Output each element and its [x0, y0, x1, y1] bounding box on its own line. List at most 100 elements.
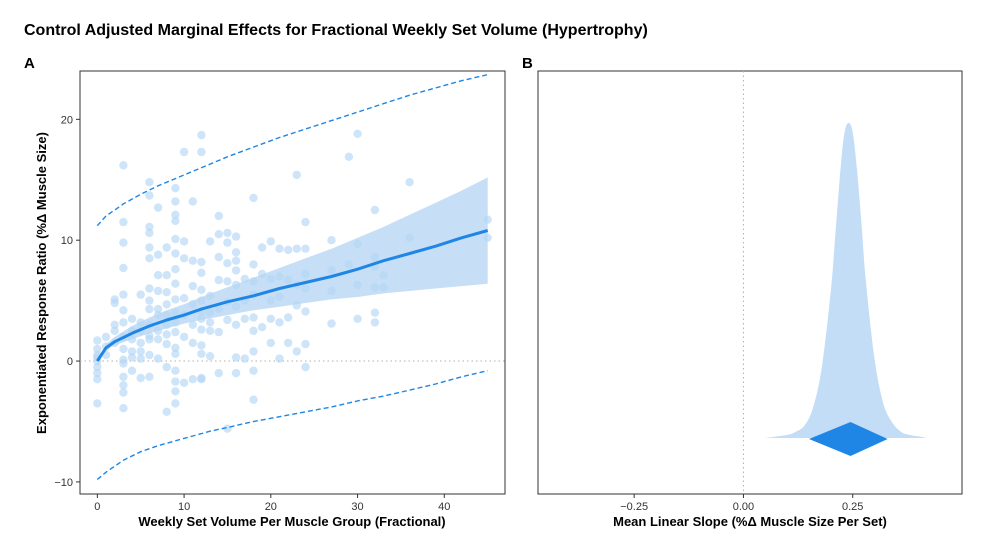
panel-a-y-axis-title: Exponentiated Response Ratio (%Δ Muscle …: [34, 132, 49, 434]
panel-b-tag: B: [522, 55, 533, 72]
panel-a-data-point: [214, 275, 223, 285]
panel-a-data-point: [162, 243, 171, 252]
panel-a-fit-line: [96, 229, 489, 362]
panel-b-estimate-group: [809, 422, 888, 456]
panel-a-x-ticks: 0 10 20 30 40: [94, 494, 450, 513]
panel-a-data-point: [119, 161, 128, 170]
panel-a-data-point: [197, 325, 206, 334]
panel-a-data-point: [145, 350, 154, 360]
panel-a-data-point: [101, 332, 111, 342]
panel-a-data-point: [171, 265, 180, 274]
panel-a-prediction-interval-group: [96, 73, 488, 481]
panel-a-data-point: [327, 286, 336, 296]
panel-a-data-point: [344, 260, 354, 269]
panel-a-data-point: [179, 237, 189, 246]
panel-a-data-point: [162, 330, 171, 339]
panel-a-data-point: [223, 228, 232, 238]
panel-a-data-point: [188, 338, 197, 348]
panel-a-y-tick-label: 20: [61, 114, 73, 126]
panel-a-data-point: [145, 243, 154, 252]
panel-a-data-point: [284, 338, 293, 348]
panel-a-data-point: [127, 335, 137, 344]
panel-a-data-point: [153, 354, 163, 363]
panel-a-data-point: [188, 375, 197, 384]
panel-a-data-point: [266, 338, 275, 348]
panel-a-data-point: [379, 271, 388, 280]
panel-a-data-point: [127, 353, 137, 362]
panel-a-data-point: [284, 245, 293, 255]
panel-a-data-point: [292, 347, 301, 356]
panel-a-data-point: [171, 234, 180, 244]
panel-a-data-point: [145, 335, 154, 344]
panel-a-data-point: [301, 269, 310, 279]
panel-a-data-point: [197, 268, 206, 277]
panel-a-data-point: [119, 238, 128, 247]
panel-a-data-point: [171, 349, 180, 358]
panel-a-data-point: [231, 256, 241, 265]
panel-a-data-point: [249, 313, 258, 322]
panel-a-data-point: [231, 280, 241, 290]
panel-a-data-point: [197, 257, 206, 267]
panel-a-data-point: [249, 366, 258, 375]
panel-a-data-point: [153, 326, 163, 335]
panel-a-x-tick-label: 10: [178, 501, 190, 513]
panel-a-data-point: [197, 373, 206, 383]
panel-a-data-point: [179, 254, 189, 263]
panel-a-data-point: [292, 301, 301, 310]
panel-a-plot: 0 10 20 30 40 −10 0 10 20: [54, 70, 506, 513]
panel-a-data-point: [301, 307, 310, 316]
panel-a-data-point: [249, 260, 258, 269]
panel-b-x-tick-label: −0.25: [620, 501, 648, 513]
panel-a-data-point: [231, 248, 241, 257]
panel-a-data-point: [205, 308, 215, 317]
panel-a-data-point: [223, 238, 232, 247]
panel-a-data-point: [145, 222, 154, 232]
panel-a-data-point: [344, 152, 354, 161]
panel-a-data-point: [171, 387, 180, 396]
figure-title: Control Adjusted Marginal Effects for Fr…: [24, 22, 648, 39]
panel-b-density-group: [765, 122, 927, 439]
panel-a-data-point: [119, 388, 128, 397]
panel-a-data-point: [119, 263, 128, 273]
panel-a-data-point: [205, 237, 215, 246]
panel-a-data-point: [205, 326, 215, 335]
panel-a-data-point: [162, 310, 171, 320]
panel-a-data-point: [179, 332, 189, 342]
panel-a-data-point: [266, 237, 275, 246]
panel-a-data-point: [119, 318, 128, 327]
panel-a-data-point: [483, 215, 492, 224]
panel-a-data-point: [240, 354, 249, 363]
panel-a-data-point: [188, 320, 197, 329]
panel-a-data-point: [223, 259, 232, 268]
panel-a-data-point: [353, 129, 362, 138]
panel-a-data-point: [284, 275, 293, 285]
panel-a-data-point: [119, 217, 128, 227]
panel-a-tag: A: [24, 55, 35, 72]
panel-a-y-ticks: −10 0 10 20: [54, 114, 80, 489]
panel-a-data-point: [153, 203, 163, 212]
panel-a-data-point: [171, 184, 180, 193]
panel-a-data-point: [370, 308, 380, 317]
panel-a-data-point: [179, 147, 189, 157]
panel-a-confidence-band: [97, 177, 488, 362]
panel-a-data-point: [379, 283, 388, 292]
panel-a-data-point: [127, 366, 137, 375]
panel-a-x-tick-label: 40: [438, 501, 450, 513]
panel-a-data-point: [119, 306, 128, 315]
panel-a-data-point: [145, 296, 154, 305]
panel-a-data-point: [249, 277, 258, 286]
panel-a-data-point: [162, 362, 171, 372]
panel-a-data-point: [257, 243, 267, 252]
panel-a-data-point: [249, 395, 258, 404]
panel-a-data-point: [327, 236, 336, 245]
panel-a-data-point: [93, 362, 102, 372]
panel-a-data-point: [214, 304, 223, 314]
panel-a-data-point: [257, 269, 267, 279]
panel-a-data-point: [171, 279, 180, 288]
panel-a-data-point: [231, 266, 241, 275]
panel-a-data-point: [327, 319, 336, 328]
panel-a-data-point: [162, 300, 171, 309]
panel-a-data-point: [110, 295, 119, 304]
panel-a-prediction-lower-line: [96, 370, 488, 481]
